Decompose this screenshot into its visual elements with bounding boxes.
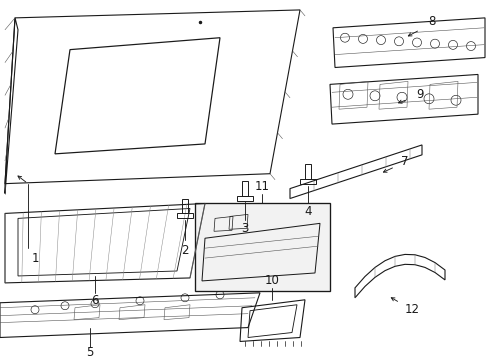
Text: 2: 2: [181, 244, 188, 257]
Text: 11: 11: [254, 180, 269, 193]
Bar: [195, 203, 329, 291]
Text: 10: 10: [264, 274, 279, 287]
Text: 1: 1: [31, 252, 39, 265]
Text: 12: 12: [404, 303, 419, 316]
Text: 6: 6: [91, 294, 99, 307]
Text: 3: 3: [241, 222, 248, 235]
Text: 8: 8: [427, 15, 435, 28]
Text: 7: 7: [401, 155, 408, 168]
Text: 4: 4: [304, 205, 311, 218]
Text: 9: 9: [415, 88, 423, 101]
Text: 5: 5: [86, 346, 94, 359]
